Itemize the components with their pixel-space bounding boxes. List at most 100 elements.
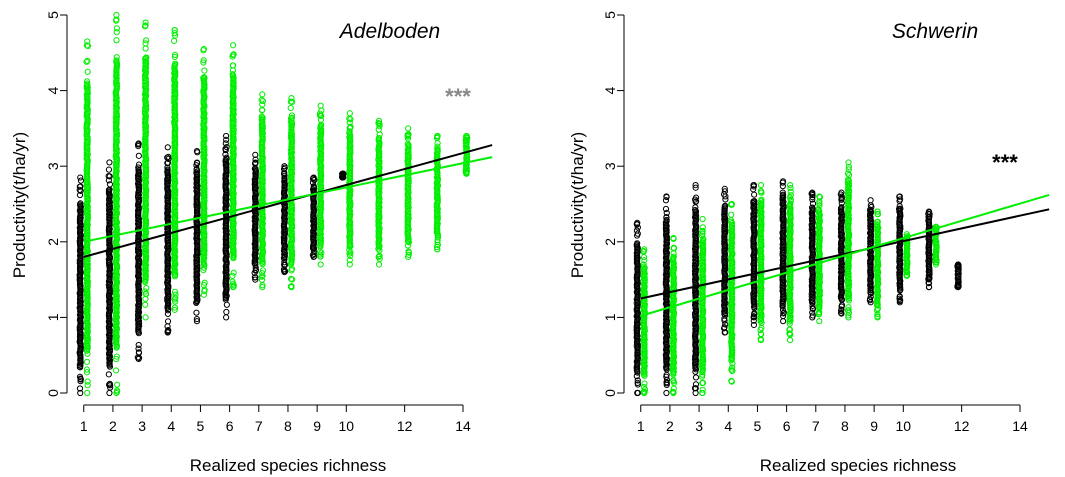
adelboden-point <box>222 294 229 301</box>
adelboden-point <box>171 306 178 313</box>
adelboden-point <box>251 160 259 167</box>
adelboden-point <box>143 285 150 292</box>
adelboden-point <box>135 355 142 363</box>
adelboden-point <box>77 174 84 181</box>
adelboden-point <box>259 260 266 268</box>
adelboden-point <box>76 385 84 392</box>
adelboden-point <box>142 278 149 286</box>
adelboden-point <box>171 53 178 60</box>
schwerin-x-tick-label: 14 <box>1012 418 1028 434</box>
adelboden-point <box>105 173 112 180</box>
adelboden-point <box>317 261 324 268</box>
schwerin-point <box>751 191 758 198</box>
schwerin-x-tick-label: 7 <box>812 418 820 434</box>
adelboden-point <box>77 177 85 184</box>
schwerin-series-0 <box>633 178 962 397</box>
adelboden-point <box>281 259 288 266</box>
adelboden-point <box>200 281 207 289</box>
adelboden-point <box>310 250 317 257</box>
adelboden-point <box>135 140 142 147</box>
adelboden-point <box>83 358 91 365</box>
adelboden-point <box>230 269 237 276</box>
adelboden-point <box>288 95 295 102</box>
adelboden-point <box>193 318 201 325</box>
adelboden-point <box>252 266 260 273</box>
adelboden-point <box>83 42 91 49</box>
adelboden-point <box>287 115 295 122</box>
adelboden-point <box>171 288 179 295</box>
adelboden-x-tick-label: 9 <box>313 418 321 434</box>
adelboden-point <box>223 292 230 300</box>
adelboden-point <box>281 268 288 276</box>
schwerin-y-tick-label: 0 <box>602 389 618 397</box>
adelboden-point <box>164 154 171 161</box>
adelboden-x-tick-label: 6 <box>226 418 234 434</box>
adelboden-point <box>164 307 172 314</box>
adelboden-point <box>105 166 113 173</box>
adelboden-point <box>171 37 178 44</box>
adelboden-point <box>200 74 207 81</box>
adelboden-point <box>143 37 150 44</box>
adelboden-point <box>376 131 383 138</box>
schwerin-point <box>663 389 670 397</box>
adelboden-point <box>281 163 288 170</box>
adelboden-point <box>142 288 149 295</box>
adelboden-point <box>223 314 230 321</box>
adelboden-point <box>229 272 236 279</box>
adelboden-point <box>113 11 120 19</box>
adelboden-point <box>223 301 230 308</box>
schwerin-x-tick-label: 5 <box>754 418 762 434</box>
adelboden-x-tick-label: 4 <box>167 418 175 434</box>
adelboden-point <box>230 255 237 262</box>
schwerin-point <box>757 182 765 189</box>
adelboden-point <box>114 381 121 388</box>
schwerin-x-tick-label: 9 <box>870 418 878 434</box>
adelboden-point <box>83 78 91 85</box>
adelboden-point <box>113 344 120 351</box>
adelboden-point <box>200 45 208 53</box>
adelboden-point <box>222 140 229 147</box>
adelboden-point <box>193 315 200 323</box>
adelboden-x-tick-label: 10 <box>339 418 355 434</box>
adelboden-point <box>164 318 172 325</box>
adelboden-point <box>84 382 91 389</box>
adelboden-point <box>223 132 230 140</box>
adelboden-point <box>106 380 113 387</box>
schwerin-point <box>692 374 700 381</box>
adelboden-point <box>252 264 259 271</box>
adelboden-point <box>317 102 324 109</box>
adelboden-series-0 <box>76 132 347 397</box>
adelboden-x-tick-label: 5 <box>197 418 205 434</box>
adelboden-point <box>106 363 114 370</box>
adelboden-point <box>229 62 236 69</box>
schwerin-point <box>699 216 706 223</box>
schwerin-x-tick-label: 6 <box>783 418 791 434</box>
adelboden-point <box>223 143 230 151</box>
adelboden-point <box>259 284 266 291</box>
adelboden-point <box>135 330 142 337</box>
adelboden-point <box>106 181 114 188</box>
adelboden-point <box>135 345 142 352</box>
adelboden-point <box>84 350 91 357</box>
schwerin-x-tick-label: 4 <box>724 418 732 434</box>
adelboden-point <box>84 38 91 45</box>
adelboden-point <box>223 136 230 143</box>
schwerin-x-axis-label: Realized species richness <box>760 456 957 475</box>
adelboden-point <box>113 37 120 44</box>
schwerin-x-tick-label: 8 <box>841 418 849 434</box>
adelboden-point <box>141 23 149 30</box>
adelboden-point <box>113 389 120 397</box>
adelboden-point <box>77 187 84 195</box>
schwerin-y-tick-label: 5 <box>602 11 618 19</box>
adelboden-point <box>84 389 91 397</box>
adelboden-point <box>142 301 149 308</box>
adelboden-point <box>77 389 84 397</box>
schwerin-point <box>780 318 787 325</box>
adelboden-point <box>223 308 230 316</box>
adelboden-series-1 <box>83 11 471 397</box>
adelboden-point <box>252 274 259 281</box>
adelboden-point <box>77 376 84 383</box>
adelboden-point <box>164 164 171 171</box>
